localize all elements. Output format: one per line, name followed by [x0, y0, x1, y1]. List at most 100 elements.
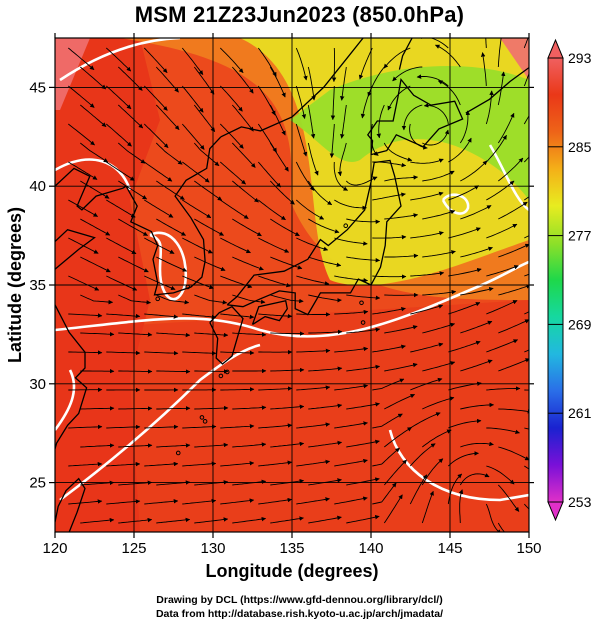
streamline	[422, 289, 457, 296]
island	[343, 223, 349, 229]
island	[175, 450, 181, 456]
streamline	[308, 294, 342, 303]
streamline	[156, 218, 186, 236]
streamline	[182, 498, 217, 505]
streamline	[498, 157, 524, 182]
streamline	[485, 38, 487, 49]
streamline	[409, 474, 428, 505]
streamline	[409, 443, 436, 467]
streamline	[68, 461, 103, 467]
streamline	[448, 451, 479, 467]
streamline	[448, 185, 479, 201]
streamline	[68, 85, 95, 108]
streamline	[422, 209, 456, 220]
streamline	[384, 213, 419, 220]
streamline	[346, 439, 380, 448]
streamline	[219, 123, 244, 149]
streamline	[106, 199, 136, 218]
streamline	[68, 161, 98, 180]
streamline	[372, 378, 405, 391]
streamline	[308, 440, 343, 448]
streamline	[144, 461, 179, 467]
streamline	[401, 104, 423, 131]
streamline	[144, 161, 173, 182]
streamline	[497, 522, 506, 532]
streamline	[106, 47, 132, 72]
coast-japan-kyushu	[209, 305, 244, 365]
streamline	[220, 199, 249, 219]
streamline	[295, 123, 308, 157]
streamline	[410, 377, 443, 391]
streamline	[106, 275, 138, 291]
credit-drawing: Drawing by DCL (https://www.gfd-dennou.o…	[156, 594, 443, 606]
streamline	[308, 329, 343, 335]
streamline	[270, 367, 305, 373]
streamline	[118, 256, 149, 273]
streamline	[232, 442, 267, 448]
island	[218, 373, 224, 379]
streamline	[372, 344, 406, 353]
streamline	[106, 237, 137, 255]
streamline	[68, 499, 103, 505]
streamline	[118, 218, 148, 236]
streamline	[334, 346, 369, 353]
streamline	[156, 406, 191, 411]
streamline	[346, 294, 381, 301]
streamline	[497, 71, 506, 106]
streamline	[220, 161, 246, 185]
streamline	[80, 142, 109, 163]
streamline	[156, 517, 191, 524]
streamline	[258, 275, 291, 288]
coast-kurils	[465, 67, 529, 114]
streamline	[334, 458, 368, 467]
island	[202, 419, 208, 424]
island	[155, 296, 160, 302]
streamline	[68, 47, 95, 71]
streamline	[231, 142, 256, 168]
streamline	[106, 499, 141, 505]
streamline	[497, 38, 504, 68]
streamline	[329, 123, 335, 158]
streamline	[376, 104, 385, 139]
temperature-field-plot: 120 125 130 135 140 145 150 25 30 35 40 45	[29, 33, 542, 557]
streamline	[360, 85, 373, 119]
isotherm-line-0	[59, 38, 181, 82]
streamline	[106, 85, 132, 110]
colorbar-tick-label: 293	[568, 50, 592, 66]
streamline	[523, 114, 529, 125]
coast-china-east	[55, 304, 88, 450]
streamline	[269, 66, 286, 98]
map-title: MSM 21Z23Jun2023 (850.0hPa)	[134, 2, 465, 27]
streamline	[144, 498, 179, 505]
streamline	[523, 156, 529, 163]
streamline	[346, 364, 381, 372]
credit-data: Data from http://database.rish.kyoto-u.a…	[155, 608, 444, 620]
streamline	[339, 66, 347, 101]
streamline	[296, 497, 330, 505]
streamline	[232, 479, 267, 486]
streamline	[486, 386, 521, 391]
streamline	[182, 199, 212, 219]
streamline	[296, 312, 331, 317]
streamline	[460, 359, 493, 372]
colorbar-gradient	[547, 57, 564, 503]
streamline	[220, 460, 255, 467]
colorbar-tick-label: 261	[568, 405, 592, 421]
streamline	[220, 237, 251, 254]
streamline	[422, 429, 452, 448]
coast-shandong	[55, 228, 96, 270]
streamline	[193, 142, 220, 167]
streamline	[118, 332, 153, 337]
streamline	[421, 458, 444, 486]
streamline	[144, 237, 175, 254]
streamline	[334, 421, 368, 429]
streamline	[68, 237, 99, 254]
streamline	[448, 381, 482, 391]
streamline	[296, 199, 325, 220]
streamline	[486, 300, 518, 315]
streamline	[486, 180, 515, 201]
streamline	[296, 459, 331, 467]
wind-streamlines	[68, 38, 529, 532]
colorbar-tick-label: 285	[568, 139, 592, 155]
streamline	[80, 66, 107, 90]
